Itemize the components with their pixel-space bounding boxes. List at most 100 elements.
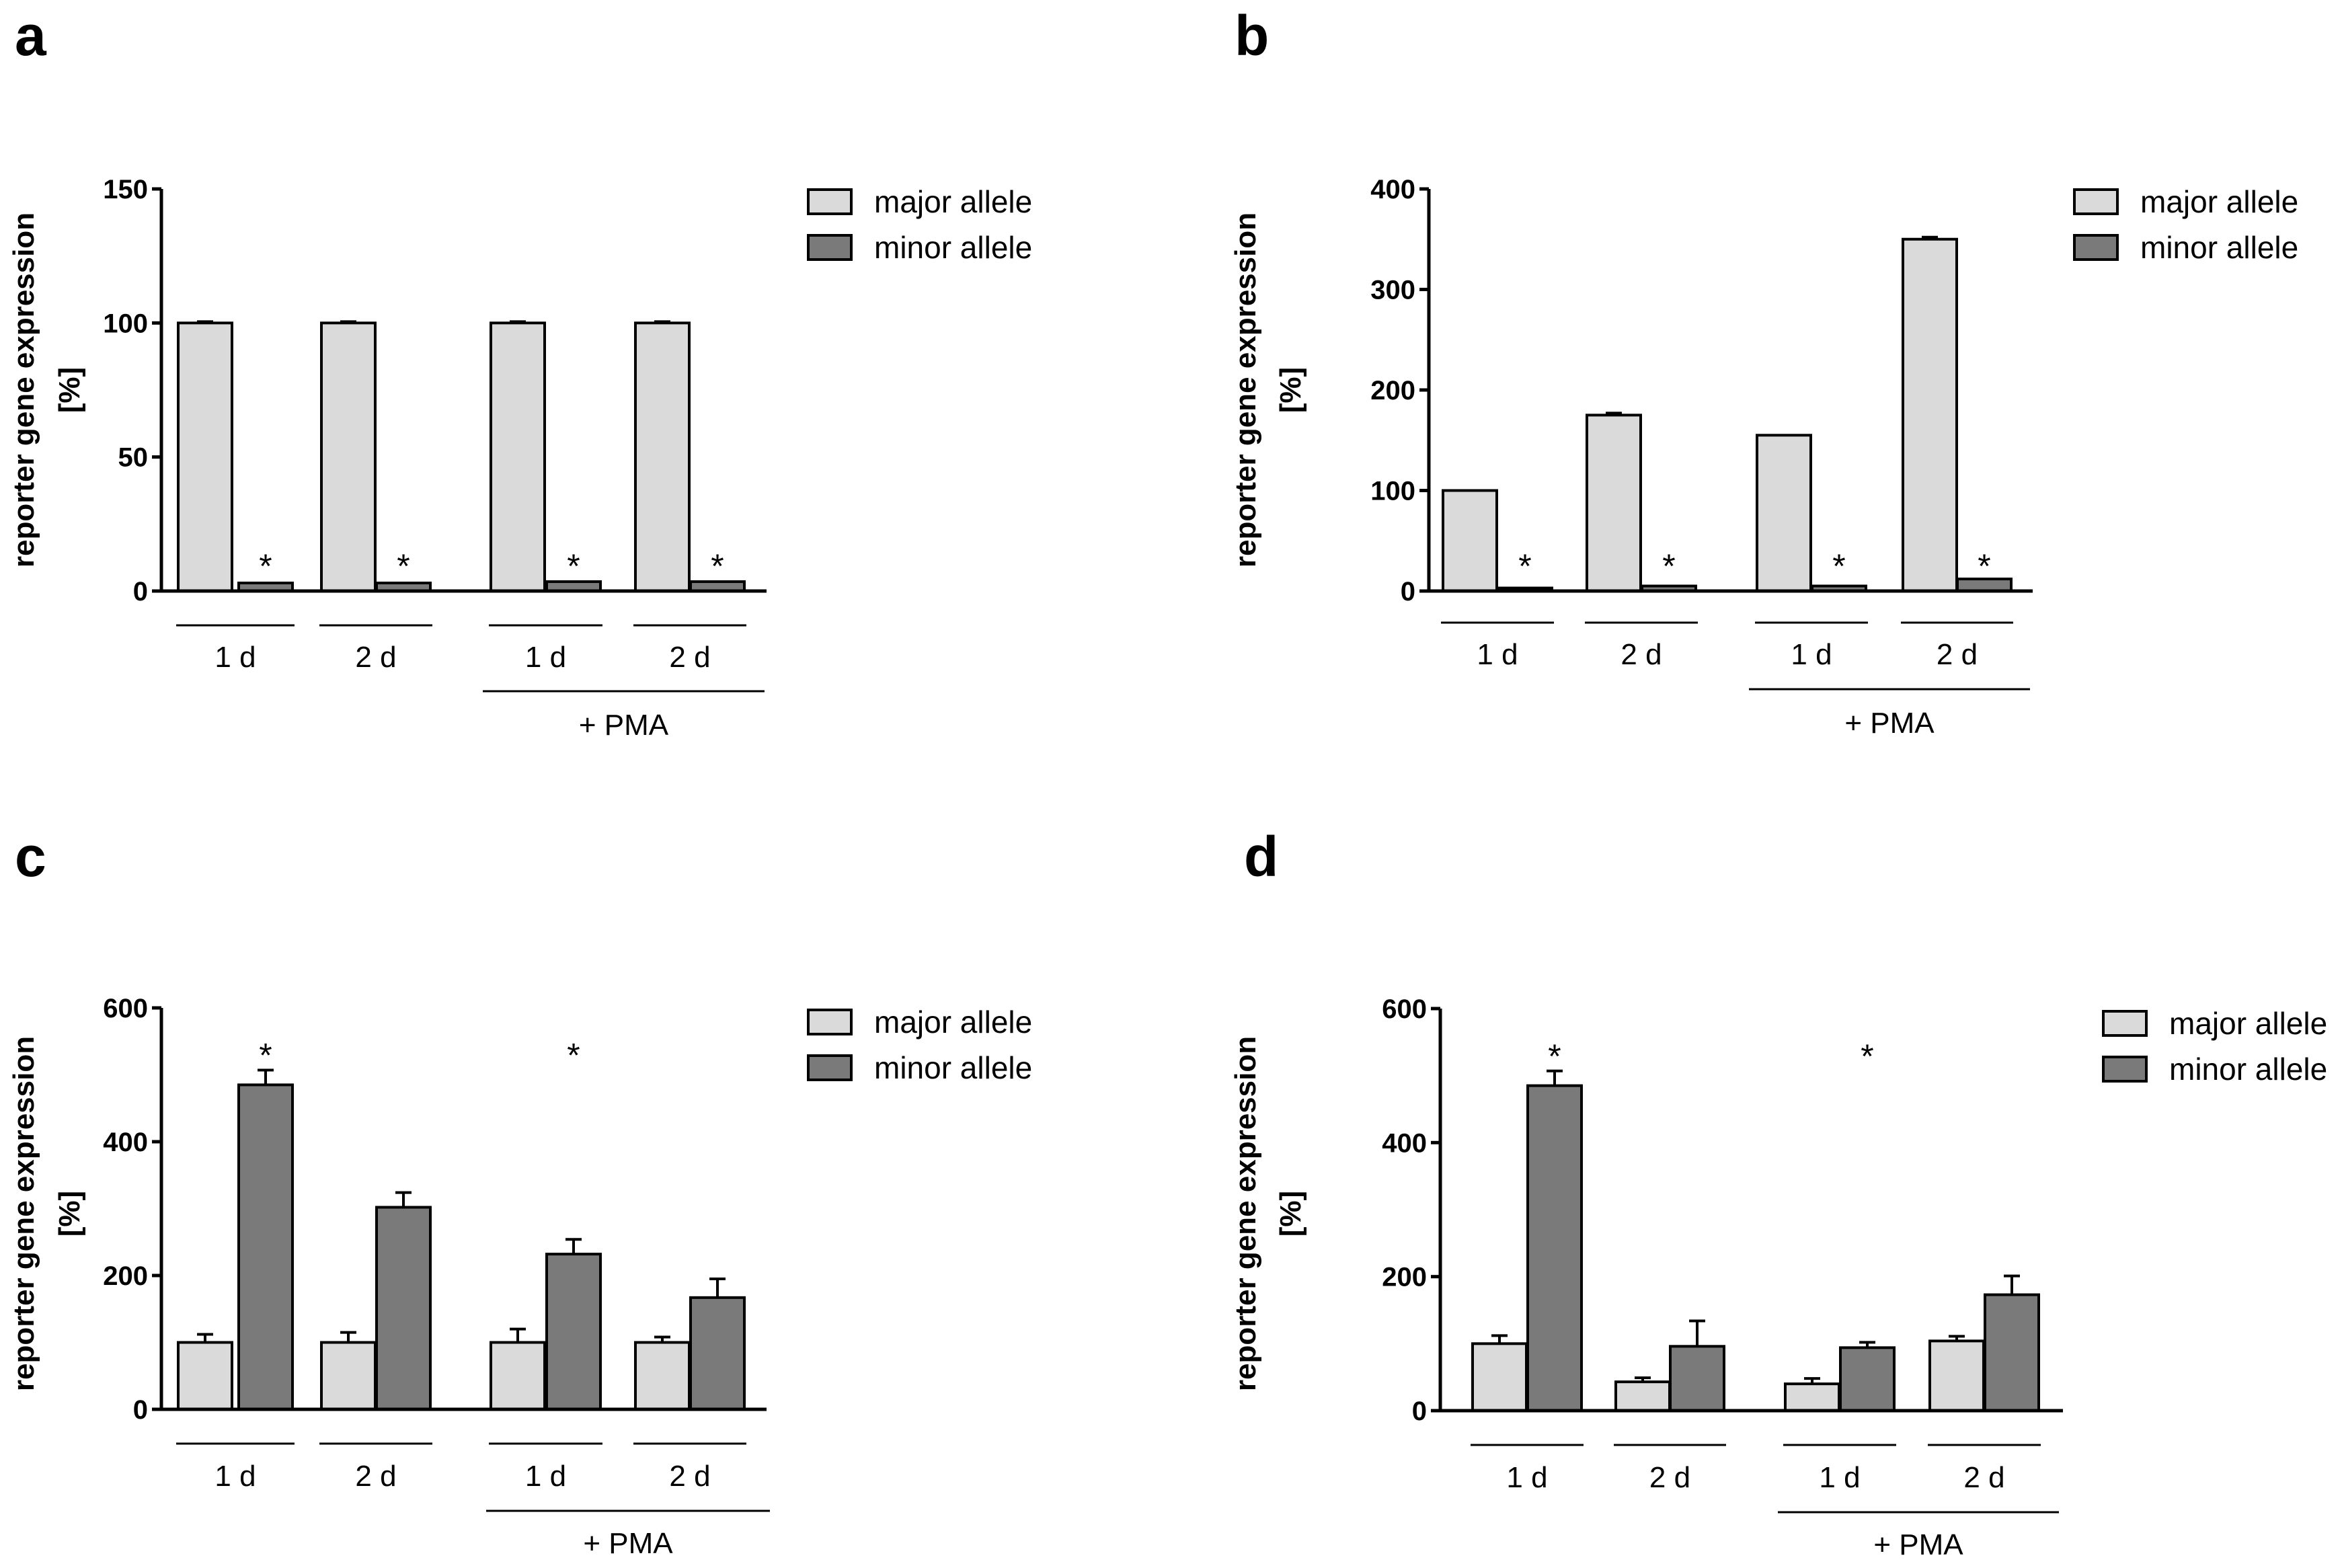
bar-minor-allele — [689, 1296, 746, 1411]
y-axis-label-unit: [%] — [53, 367, 86, 413]
significance-asterisk: * — [1548, 1037, 1561, 1075]
x-tick-label: 2 d — [1649, 1461, 1690, 1494]
bar-major-allele — [1784, 1382, 1840, 1412]
x-tick-label: 2 d — [355, 641, 396, 674]
legend-swatch-major — [2102, 1010, 2148, 1037]
bar-major-allele — [1586, 414, 1642, 592]
significance-asterisk: * — [1832, 547, 1845, 585]
significance-asterisk: * — [1978, 547, 1990, 585]
significance-asterisk: * — [397, 547, 409, 585]
y-tick-label: 150 — [103, 175, 148, 204]
y-axis-label-unit: [%] — [1274, 367, 1307, 413]
x-tick-label: 2 d — [1937, 638, 1978, 671]
bar-major-allele — [634, 321, 691, 592]
y-axis-label: reporter gene expression — [1229, 212, 1262, 567]
y-axis-label: reporter gene expression — [1229, 1036, 1262, 1391]
chart-panel-b: b reporter gene expression [%] * * * * 0 100 200 3… — [1229, 4, 2298, 740]
bar-major-allele — [320, 321, 377, 592]
panel-label: c — [15, 825, 46, 888]
y-axis-label-unit: [%] — [1274, 1191, 1307, 1237]
legend-label: major allele — [2140, 184, 2298, 219]
y-tick-label: 0 — [1401, 577, 1415, 606]
x-tick-label: 2 d — [669, 641, 710, 674]
y-tick-label: 400 — [103, 1128, 148, 1157]
y-tick-label: 50 — [118, 443, 149, 473]
x-tick-label: 1 d — [1819, 1461, 1860, 1494]
panel-label: d — [1244, 825, 1278, 888]
y-tick-label: 200 — [1382, 1263, 1427, 1292]
x-tick-label: 2 d — [669, 1460, 710, 1493]
bar-major-allele — [177, 321, 233, 592]
chart-panel-d: d reporter gene expression [%] * * 0 200 400 600… — [1229, 825, 2327, 1561]
bar-major-allele — [1756, 434, 1812, 593]
y-tick-label: 200 — [1370, 376, 1415, 405]
bar-minor-allele — [375, 1206, 432, 1411]
legend-swatch-minor — [2102, 1056, 2148, 1083]
pma-group-label: + PMA — [583, 1527, 673, 1560]
x-tick-label: 2 d — [1963, 1461, 2004, 1494]
pma-group-label: + PMA — [579, 709, 669, 742]
significance-asterisk: * — [1518, 547, 1531, 585]
significance-asterisk: * — [1861, 1037, 1873, 1075]
legend-label: minor allele — [874, 1050, 1032, 1085]
x-tick-label: 1 d — [214, 1460, 256, 1493]
y-tick-label: 400 — [1370, 175, 1415, 204]
x-tick-label: 1 d — [1791, 638, 1832, 671]
bar-major-allele — [634, 1341, 691, 1411]
legend-swatch-minor — [807, 234, 853, 261]
y-axis-label: reporter gene expression — [7, 212, 40, 567]
x-tick-label: 1 d — [525, 1460, 566, 1493]
chart-panel-c: c reporter gene expression [%] * * 0 200 400 600… — [7, 825, 1032, 1560]
chart-panel-a: a reporter gene expression [%] * * * * 0 50 100 15… — [7, 4, 1032, 742]
y-tick-label: 400 — [1382, 1128, 1427, 1158]
y-tick-label: 300 — [1370, 276, 1415, 305]
x-tick-label: 1 d — [1506, 1461, 1547, 1494]
x-tick-label: 1 d — [1477, 638, 1518, 671]
legend-label: minor allele — [874, 230, 1032, 265]
y-tick-label: 0 — [1412, 1397, 1427, 1426]
bar-minor-allele — [1839, 1346, 1896, 1413]
y-axis-label: reporter gene expression — [7, 1036, 40, 1391]
legend-label: major allele — [874, 184, 1032, 219]
significance-asterisk: * — [259, 547, 272, 585]
legend-label: major allele — [874, 1005, 1032, 1040]
bar-major-allele — [1902, 237, 1958, 592]
x-tick-label: 1 d — [525, 641, 566, 674]
bar-minor-allele — [237, 1083, 294, 1411]
significance-asterisk: * — [567, 547, 580, 585]
y-tick-label: 0 — [133, 1395, 148, 1425]
y-axis-label-unit: [%] — [53, 1191, 86, 1237]
significance-asterisk: * — [1662, 547, 1675, 585]
x-tick-label: 2 d — [1621, 638, 1662, 671]
bar-major-allele — [177, 1341, 233, 1411]
panel-label: b — [1235, 4, 1269, 67]
bar-major-allele — [1442, 489, 1498, 592]
bar-minor-allele — [1669, 1345, 1725, 1412]
legend-swatch-minor — [807, 1054, 853, 1081]
bar-major-allele — [1928, 1339, 1985, 1413]
legend-label: minor allele — [2169, 1052, 2327, 1087]
legend-swatch-major — [807, 1009, 853, 1035]
x-tick-label: 2 d — [355, 1460, 396, 1493]
x-tick-label: 1 d — [214, 641, 256, 674]
significance-asterisk: * — [259, 1037, 272, 1074]
bar-major-allele — [1471, 1342, 1528, 1413]
y-tick-label: 0 — [133, 577, 148, 606]
legend-swatch-minor — [2073, 234, 2119, 261]
y-tick-label: 100 — [1370, 477, 1415, 506]
panel-label: a — [15, 4, 47, 67]
pma-group-label: + PMA — [1844, 707, 1935, 740]
legend-label: major allele — [2169, 1006, 2327, 1041]
bar-major-allele — [490, 1341, 546, 1411]
y-tick-label: 600 — [103, 994, 148, 1023]
y-tick-label: 600 — [1382, 994, 1427, 1024]
pma-group-label: + PMA — [1873, 1528, 1963, 1561]
significance-asterisk: * — [711, 547, 724, 585]
significance-asterisk: * — [567, 1037, 580, 1074]
bar-minor-allele — [545, 1253, 602, 1411]
y-tick-label: 200 — [103, 1261, 148, 1291]
legend-label: minor allele — [2140, 230, 2298, 265]
bar-minor-allele — [1984, 1293, 2040, 1412]
y-tick-label: 100 — [103, 309, 148, 338]
